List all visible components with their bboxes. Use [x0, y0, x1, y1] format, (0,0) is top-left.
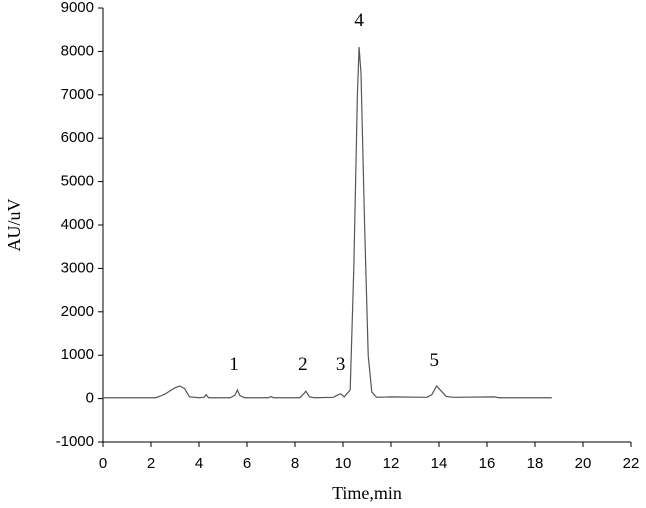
x-tick-label: 8	[291, 455, 299, 472]
peak-label: 5	[429, 350, 439, 371]
y-axis-title: AU/uV	[4, 199, 24, 252]
x-tick-label: 14	[431, 455, 448, 472]
x-tick-label: 16	[479, 455, 496, 472]
x-tick-label: 12	[383, 455, 400, 472]
x-tick-label: 22	[623, 455, 640, 472]
y-tick-label: 1000	[61, 346, 94, 363]
y-tick-label: 3000	[61, 259, 94, 276]
y-tick-label: 4000	[61, 216, 94, 233]
y-tick-label: -1000	[56, 433, 94, 450]
peak-label: 4	[354, 10, 364, 31]
x-axis-title: Time,min	[332, 483, 402, 503]
trace	[103, 47, 552, 399]
x-tick-label: 18	[527, 455, 544, 472]
y-tick-label: 6000	[61, 129, 94, 146]
y-tick-label: 5000	[61, 173, 94, 190]
peak-label: 3	[336, 354, 346, 375]
x-tick-label: 4	[195, 455, 203, 472]
x-tick-label: 20	[575, 455, 592, 472]
x-tick-label: 10	[335, 455, 352, 472]
y-tick-label: 2000	[61, 303, 94, 320]
x-tick-label: 6	[243, 455, 251, 472]
peak-label: 1	[229, 354, 239, 375]
x-tick-label: 2	[147, 455, 155, 472]
peak-label: 2	[298, 354, 308, 375]
y-tick-label: 8000	[61, 42, 94, 59]
x-tick-label: 0	[99, 455, 107, 472]
y-tick-label: 7000	[61, 86, 94, 103]
y-tick-label: 9000	[61, 0, 94, 16]
y-tick-label: 0	[86, 390, 94, 407]
